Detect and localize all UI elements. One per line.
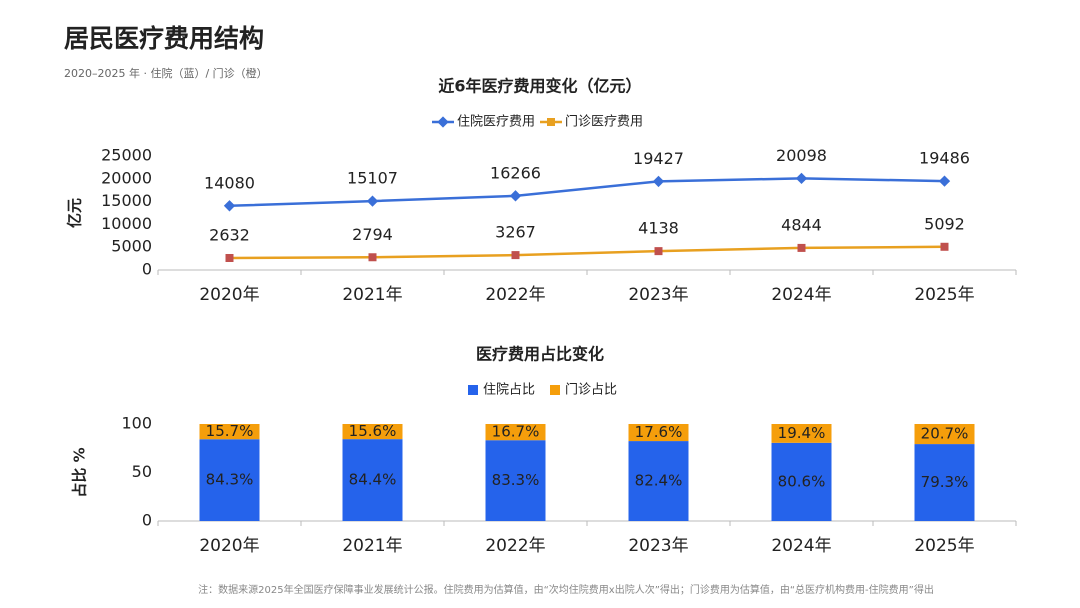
bar-segment [342, 439, 403, 521]
data-label: 3267 [495, 223, 536, 242]
bar-segment [628, 441, 689, 521]
y-tick-label: 50 [132, 462, 152, 481]
legend-label: 门诊医疗费用 [565, 115, 643, 130]
data-label: 15107 [347, 169, 398, 188]
data-label: 84.4% [349, 471, 397, 489]
bar-segment [771, 442, 832, 521]
legend-swatch [468, 385, 478, 395]
bar-segment [771, 424, 832, 443]
point-marker [511, 251, 520, 260]
y-tick-label: 10000 [101, 214, 152, 233]
bar-segment [199, 424, 260, 440]
y-tick-label: 25000 [101, 146, 152, 165]
data-label: 19486 [919, 149, 970, 168]
legend-marker [547, 118, 555, 126]
y-tick-label: 0 [142, 260, 152, 279]
point-marker [652, 175, 665, 188]
data-label: 80.6% [778, 472, 826, 490]
x-tick-label: 2024年 [771, 536, 831, 556]
page-subtitle: 2020–2025 年 · 住院（蓝）/ 门诊（橙） [64, 66, 268, 80]
data-label: 2632 [209, 225, 250, 244]
point-marker [795, 172, 808, 185]
point-marker [654, 247, 663, 256]
y-tick-label: 5000 [111, 237, 152, 256]
y-tick-label: 20000 [101, 168, 152, 187]
legend-label: 门诊占比 [565, 383, 617, 398]
data-label: 20098 [776, 146, 827, 165]
x-tick-label: 2023年 [628, 285, 688, 305]
bar-segment [628, 424, 689, 442]
data-label: 19427 [633, 149, 684, 168]
bar-segment [914, 424, 975, 445]
legend-marker [437, 116, 449, 128]
point-marker [797, 243, 806, 252]
x-tick-label: 2022年 [485, 536, 545, 556]
x-tick-label: 2024年 [771, 285, 831, 305]
data-label: 82.4% [635, 472, 683, 490]
x-tick-label: 2020年 [199, 536, 259, 556]
point-marker [509, 190, 522, 202]
point-marker [368, 253, 377, 262]
point-marker [223, 200, 236, 212]
data-label: 19.4% [778, 424, 826, 442]
bar-segment [485, 440, 546, 521]
x-tick-label: 2025年 [914, 536, 974, 556]
point-marker [940, 242, 949, 251]
y-tick-label: 0 [142, 511, 152, 530]
x-tick-label: 2020年 [199, 285, 259, 305]
data-label: 83.3% [492, 471, 540, 489]
y-axis-label: 亿元 [66, 198, 84, 228]
x-tick-label: 2023年 [628, 536, 688, 556]
data-label: 4138 [638, 219, 679, 238]
data-label: 5092 [924, 214, 965, 233]
point-marker [938, 175, 951, 187]
data-label: 16266 [490, 163, 541, 182]
data-label: 16.7% [492, 423, 540, 441]
data-label: 4844 [781, 215, 822, 234]
data-label: 79.3% [921, 473, 969, 491]
x-tick-label: 2021年 [342, 285, 402, 305]
point-marker [366, 195, 379, 207]
bar-segment [485, 424, 546, 441]
bar-segment [342, 424, 403, 440]
y-axis-label: 占比 % [71, 447, 89, 497]
data-label: 15.6% [349, 422, 397, 440]
x-tick-label: 2025年 [914, 285, 974, 305]
chart-title: 医疗费用占比变化 [476, 345, 604, 364]
data-label: 17.6% [635, 423, 683, 441]
chart-title: 近6年医疗费用变化（亿元） [438, 77, 641, 96]
bar-segment [914, 444, 975, 521]
y-tick-label: 15000 [101, 191, 152, 210]
legend-label: 住院占比 [483, 383, 535, 398]
page-title: 居民医疗费用结构 [64, 24, 264, 53]
x-tick-label: 2022年 [485, 285, 545, 305]
legend-label: 住院医疗费用 [457, 115, 535, 130]
data-label: 15.7% [206, 422, 254, 440]
data-label: 84.3% [206, 471, 254, 489]
y-tick-label: 100 [121, 414, 152, 433]
data-label: 2794 [352, 225, 393, 244]
bar-segment [199, 439, 260, 521]
legend-swatch [550, 385, 560, 395]
series-line [229, 245, 945, 260]
x-tick-label: 2021年 [342, 536, 402, 556]
data-label: 20.7% [921, 425, 969, 443]
series-line [229, 177, 945, 208]
point-marker [225, 253, 234, 262]
footnote: 注：数据来源2025年全国医疗保障事业发展统计公报。住院费用为估算值，由“次均住… [198, 583, 934, 596]
data-label: 14080 [204, 173, 255, 192]
